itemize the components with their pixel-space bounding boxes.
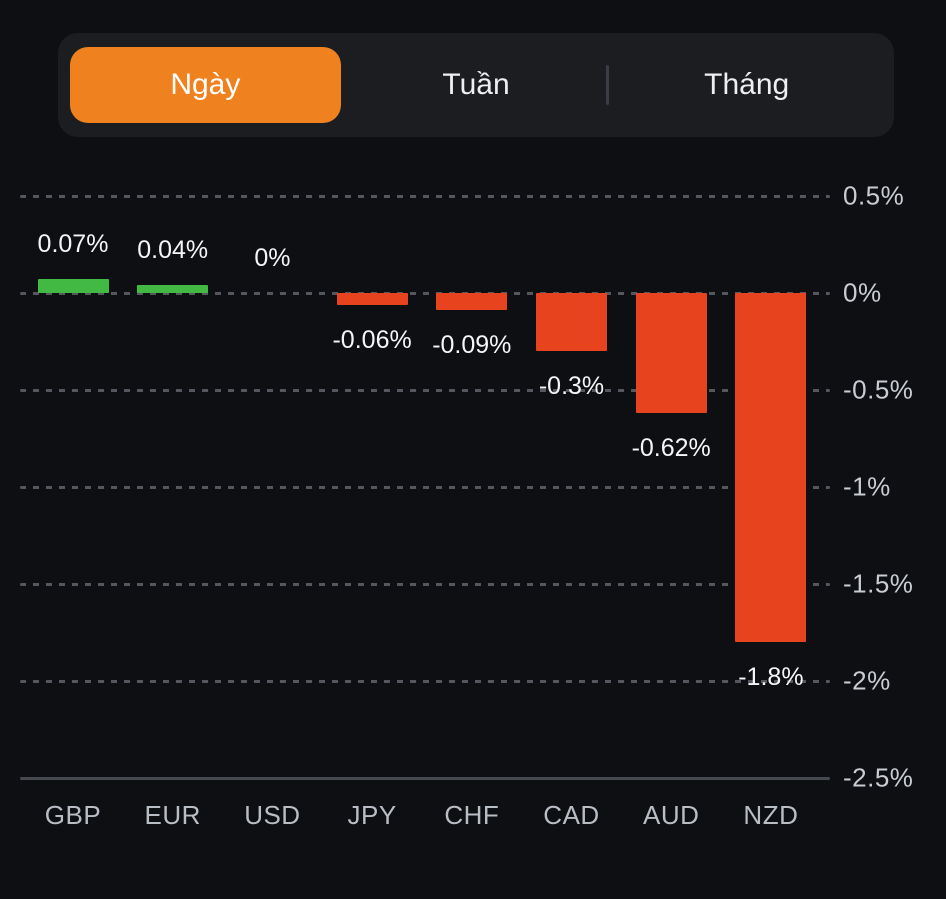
y-tick-label: -1% — [843, 471, 891, 502]
bar-chf — [436, 293, 508, 311]
value-label-usd: 0% — [254, 244, 291, 272]
gridline — [20, 194, 830, 198]
y-tick-label: -1.5% — [843, 568, 914, 599]
gridline — [20, 291, 830, 295]
bar-nzd — [735, 293, 807, 643]
bar-gbp — [37, 279, 109, 293]
value-label-eur: 0.04% — [137, 236, 209, 265]
gridline — [20, 388, 830, 392]
y-tick-label: -2% — [843, 665, 891, 696]
category-label-jpy: JPY — [347, 800, 397, 830]
category-label-cad: CAD — [543, 800, 600, 830]
bar-eur — [137, 285, 209, 293]
value-label-chf: -0.09% — [432, 331, 512, 360]
y-tick-label: 0.5% — [843, 180, 905, 211]
value-label-gbp: 0.07% — [37, 230, 109, 259]
period-tab-bar: Ngày Tuần Tháng — [58, 33, 894, 137]
tab-week[interactable]: Tuần — [341, 47, 612, 123]
y-tick-label: -0.5% — [843, 374, 914, 405]
category-label-gbp: GBP — [44, 800, 102, 830]
bar-jpy — [336, 293, 408, 305]
tab-divider — [606, 65, 609, 105]
bar-aud — [635, 293, 707, 414]
tab-month[interactable]: Tháng — [611, 47, 882, 123]
y-tick-label: 0% — [843, 277, 882, 308]
x-axis-line — [20, 776, 830, 780]
category-label-chf: CHF — [444, 800, 500, 830]
gridline — [20, 679, 830, 683]
value-label-nzd: -1.8% — [738, 663, 804, 692]
category-label-nzd: NZD — [743, 800, 799, 830]
value-label-aud: -0.62% — [631, 434, 711, 463]
tab-month-label: Tháng — [704, 68, 790, 101]
tab-day[interactable]: Ngày — [70, 47, 341, 123]
y-tick-label: -2.5% — [843, 762, 914, 793]
category-label-usd: USD — [244, 800, 301, 830]
tab-week-label: Tuần — [442, 68, 510, 101]
value-label-cad: -0.3% — [538, 372, 605, 401]
tab-day-label: Ngày — [170, 68, 241, 101]
category-label-aud: AUD — [642, 800, 700, 830]
category-label-eur: EUR — [144, 800, 201, 830]
bar-cad — [536, 293, 607, 352]
gridline — [20, 485, 830, 489]
value-label-jpy: -0.06% — [332, 325, 412, 354]
gridline — [20, 582, 830, 586]
